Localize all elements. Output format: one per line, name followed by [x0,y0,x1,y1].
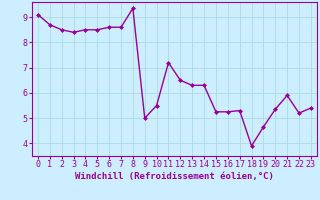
X-axis label: Windchill (Refroidissement éolien,°C): Windchill (Refroidissement éolien,°C) [75,172,274,181]
